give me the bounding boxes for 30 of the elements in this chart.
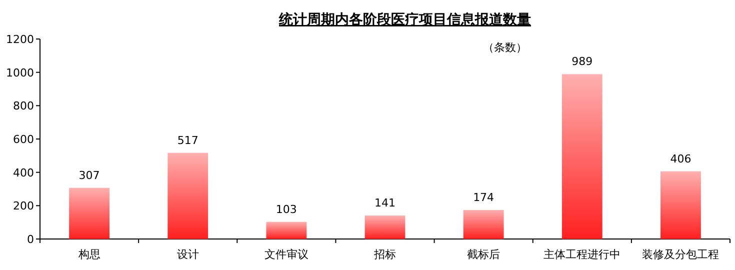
y-tick-label: 800 (13, 100, 34, 113)
y-tick-label: 0 (27, 233, 34, 246)
data-label: 141 (374, 196, 396, 210)
bar (364, 216, 406, 239)
x-tick-label: 招标 (373, 248, 396, 261)
chart-title: 统计周期内各阶段医疗项目信息报道数量 (278, 11, 531, 28)
x-tick-label: 主体工程进行中 (544, 248, 621, 261)
bar (660, 171, 701, 239)
bar (463, 210, 504, 239)
bar (69, 188, 110, 239)
bar (168, 152, 208, 239)
x-tick-label: 构思 (77, 248, 100, 261)
x-tick-label: 设计 (176, 248, 199, 261)
data-label: 989 (572, 55, 593, 68)
x-tick-label: 文件审议 (264, 248, 308, 261)
y-tick-label: 1200 (6, 33, 34, 46)
bar (562, 74, 602, 239)
y-tick-label: 200 (13, 200, 34, 213)
annotation: （条数） (483, 41, 527, 54)
y-tick-label: 400 (13, 166, 34, 180)
x-tick-label: 截标后 (467, 248, 500, 261)
bar (266, 222, 307, 239)
x-tick-label: 装修及分包工程 (642, 248, 720, 261)
y-tick-label: 1000 (6, 66, 34, 80)
y-tick-label: 600 (13, 133, 34, 146)
data-label: 174 (473, 191, 494, 204)
data-label: 517 (177, 134, 198, 147)
data-label: 406 (670, 152, 692, 166)
data-label: 307 (78, 168, 100, 182)
data-label: 103 (276, 202, 297, 216)
